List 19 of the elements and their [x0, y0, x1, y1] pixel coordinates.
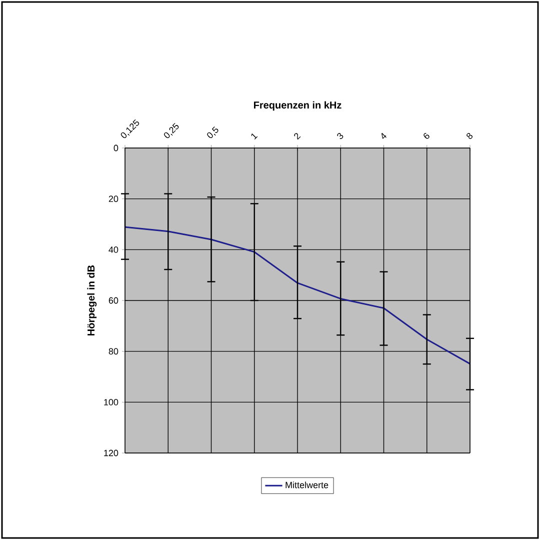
x-tick-label: 3	[337, 133, 344, 139]
y-tick-label: 100	[104, 398, 118, 406]
x-tick-label: 6	[424, 132, 430, 139]
y-tick-label: 20	[108, 196, 118, 202]
y-tick-label: 120	[104, 450, 118, 456]
x-axis-title: Frequenzen in kHz	[254, 101, 342, 111]
x-tick-label: 4	[382, 132, 386, 139]
y-tick-label: 80	[108, 348, 118, 355]
y-tick-label: 0	[114, 144, 118, 152]
x-tick-label: 0,5	[207, 126, 218, 138]
x-tick-label: 2	[294, 133, 301, 140]
y-tick-label: 40	[108, 246, 118, 253]
y-tick-label: 60	[108, 297, 118, 304]
line-series	[124, 226, 471, 365]
x-tick-label: 0,25	[164, 122, 179, 138]
y-axis-title: Hörpegel in dB	[87, 265, 97, 336]
x-tick-label: 1	[251, 133, 258, 140]
legend-label: Mittelwerte	[286, 482, 328, 488]
x-tick-label: 8	[466, 133, 473, 140]
